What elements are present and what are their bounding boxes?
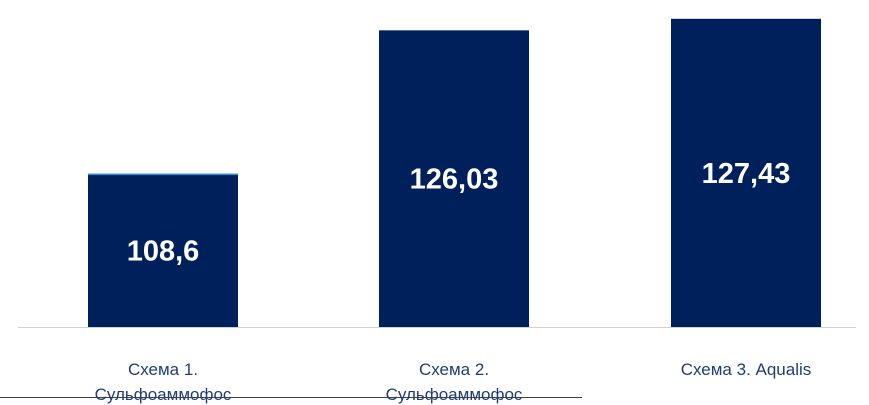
category-label-line: Сульфоаммофос bbox=[386, 385, 523, 404]
bar-2 bbox=[379, 30, 529, 327]
category-label-2: Схема 2. Сульфоаммофос bbox=[386, 360, 523, 404]
bar-value-label-2: 126,03 bbox=[410, 164, 499, 196]
bar-1 bbox=[88, 173, 238, 327]
category-label-line: Схема 1. bbox=[128, 360, 198, 379]
bar-value-label-1: 108,6 bbox=[127, 235, 200, 267]
category-label-3: Схема 3. Aqualis bbox=[681, 360, 812, 379]
bar-3 bbox=[671, 18, 821, 328]
category-label-line: Сульфоаммофос bbox=[95, 385, 232, 404]
category-labels-group: Схема 1. Сульфоаммофос Схема 2. Сульфоаммоф… bbox=[95, 360, 812, 404]
bar-value-label-3: 127,43 bbox=[702, 158, 791, 190]
bars-group: 108,6 126,03 127,43 bbox=[88, 18, 821, 328]
category-label-1: Схема 1. Сульфоаммофос bbox=[95, 360, 232, 404]
category-label-line: Схема 2. bbox=[419, 360, 489, 379]
category-label-line: Схема 3. Aqualis bbox=[681, 360, 812, 379]
